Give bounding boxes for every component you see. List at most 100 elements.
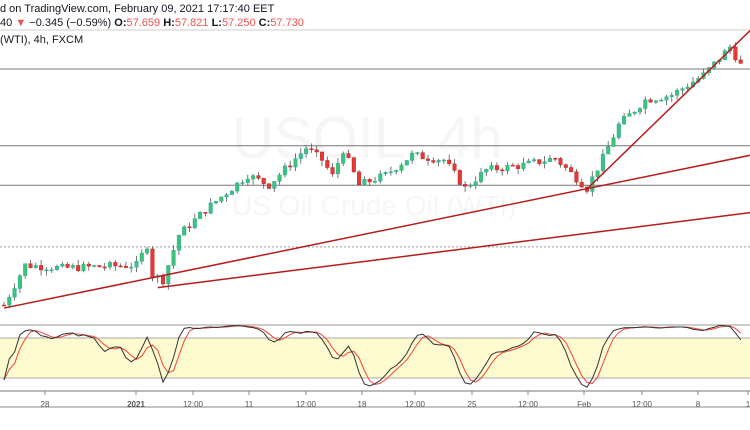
candle-down <box>123 265 128 268</box>
candle-up <box>616 123 621 138</box>
candle-up <box>139 252 144 262</box>
candle-up <box>664 96 669 101</box>
high-value: 57.821 <box>174 17 209 29</box>
candle-up <box>70 265 75 268</box>
candle-down <box>426 158 431 161</box>
candle-up <box>394 170 399 172</box>
candle-down <box>457 170 462 185</box>
time-tick-label: 18 <box>357 400 367 409</box>
candle-up <box>293 158 298 168</box>
candle-up <box>489 165 494 170</box>
candle-up <box>23 263 28 276</box>
candle-down <box>267 183 272 189</box>
trendline <box>586 29 750 190</box>
candle-up <box>680 88 685 91</box>
candle-up <box>145 248 150 254</box>
candle-down <box>563 164 568 168</box>
down-arrow-icon: ▼ <box>15 17 27 29</box>
candle-down <box>738 59 743 64</box>
candle-up <box>611 137 616 147</box>
time-tick-label: 8 <box>695 400 701 409</box>
candle-down <box>733 46 738 61</box>
candle-up <box>198 212 203 219</box>
published-line: d on TradingView.com, February 09, 2021 … <box>0 3 275 15</box>
candle-up <box>399 164 404 171</box>
candle-up <box>473 181 478 186</box>
candle-down <box>574 171 579 183</box>
candle-up <box>213 201 218 204</box>
candle-up <box>362 179 367 186</box>
candle-up <box>521 162 526 169</box>
candle-down <box>569 167 574 172</box>
candle-up <box>373 181 378 183</box>
low-label: L: <box>211 17 222 29</box>
candle-up <box>415 152 420 154</box>
time-tick-label: 2021 <box>127 400 145 409</box>
trendline <box>3 154 750 309</box>
candle-up <box>542 161 547 164</box>
candle-up <box>81 263 86 272</box>
candle-up <box>245 178 250 183</box>
candle-up <box>622 116 627 125</box>
candle-up <box>272 181 277 189</box>
candle-down <box>113 262 118 267</box>
time-tick-label: 28 <box>40 400 50 409</box>
candle-up <box>49 269 54 271</box>
candle-up <box>335 163 340 175</box>
candle-down <box>65 263 70 268</box>
candle-up <box>441 159 446 162</box>
candle-up <box>224 194 229 198</box>
symbol-title: (WTI), 4h, FXCM <box>0 34 84 46</box>
candle-up <box>388 171 393 173</box>
candle-up <box>479 171 484 182</box>
candle-down <box>86 263 91 267</box>
candle-up <box>484 169 489 173</box>
candle-down <box>97 265 102 268</box>
candle-up <box>107 262 112 268</box>
open-value: 57.659 <box>126 17 161 29</box>
candle-down <box>261 178 266 184</box>
watermark-symbol: USOIL, 4h <box>232 106 503 171</box>
candle-down <box>579 181 584 188</box>
candle-up <box>547 158 552 162</box>
candle-up <box>60 263 65 267</box>
candle-down <box>553 158 558 160</box>
candle-down <box>452 163 457 171</box>
candle-up <box>282 165 287 176</box>
candle-down <box>28 263 33 268</box>
candle-down <box>648 99 653 103</box>
candle-down <box>367 179 372 183</box>
candle-down <box>537 159 542 164</box>
candle-up <box>33 265 38 268</box>
candle-up <box>240 182 245 184</box>
candle-down <box>118 265 123 268</box>
candle-up <box>192 218 197 229</box>
candle-down <box>330 167 335 175</box>
candle-down <box>320 151 325 161</box>
candle-down <box>2 304 6 307</box>
candle-down <box>39 265 44 271</box>
candle-up <box>298 153 303 159</box>
price-change: −0.345 (−0.59%) <box>29 17 112 29</box>
candle-down <box>325 160 330 168</box>
close-value: 57.730 <box>270 17 304 29</box>
oscillator-band <box>0 338 750 378</box>
candle-down <box>420 152 425 160</box>
candle-down <box>351 157 356 173</box>
time-tick-label: 12:00 <box>295 400 317 409</box>
candle-down <box>494 165 499 171</box>
candle-down <box>500 169 505 172</box>
candle-up <box>7 296 12 306</box>
candle-up <box>600 153 605 171</box>
time-tick-label: 25 <box>467 400 477 409</box>
candle-up <box>129 266 134 269</box>
candle-up <box>341 153 346 164</box>
candle-down <box>256 175 261 179</box>
candle-up <box>532 159 537 162</box>
candle-up <box>675 90 680 96</box>
trendline <box>157 211 750 289</box>
candle-up <box>44 269 49 272</box>
candle-down <box>510 164 515 167</box>
time-tick-label: 1 <box>745 400 750 409</box>
